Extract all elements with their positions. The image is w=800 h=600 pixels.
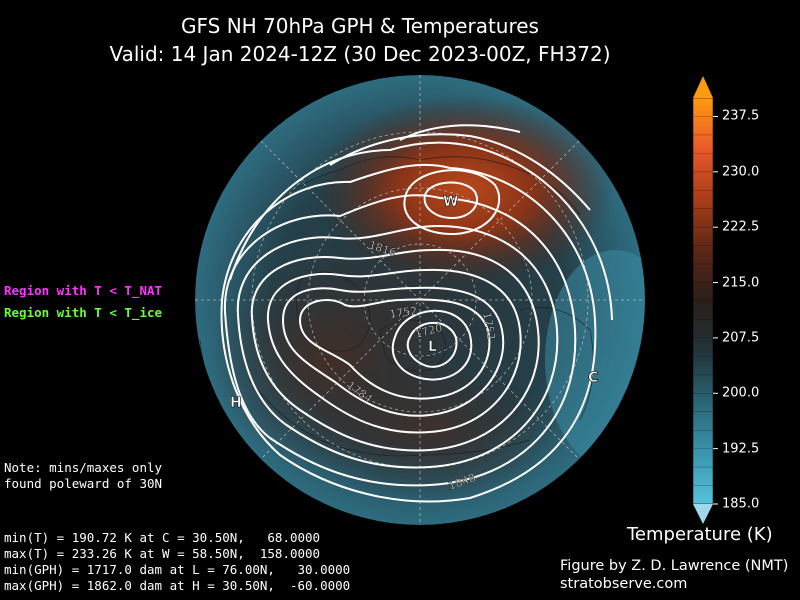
colorbar [692,76,718,524]
colorbar-tick-label: 222.5 [722,219,760,235]
colorbar-extend-max [693,76,713,98]
warm-region-south [300,360,560,500]
cold-region-east [545,250,645,470]
stat-min-gph: min(GPH) = 1717.0 dam at L = 76.00N, 30.… [4,562,351,577]
note-line-2: found poleward of 30N [4,476,163,491]
note: Note: mins/maxes only found poleward of … [4,460,162,492]
marker-c: C [588,370,598,386]
credit-author: Figure by Z. D. Lawrence (NMT) [560,558,789,574]
stat-max-t: max(T) = 233.26 K at W = 58.50N, 158.000… [4,546,321,561]
colorbar-title: Temperature (K) [627,524,773,545]
w-contours [403,169,501,236]
colorbar-extend-min [693,504,713,524]
contour-label: 1752 [389,304,419,321]
stat-max-gph: max(GPH) = 1862.0 dam at H = 30.50N, -60… [4,578,351,593]
marker-w: W [443,194,458,210]
credit-site: stratobserve.com [560,576,688,592]
colorbar-tick-label: 237.5 [722,108,760,124]
contour-label: 1752 [480,311,498,341]
colorbar-tick-label: 230.0 [722,164,760,180]
colorbar-tick-label: 215.0 [722,275,760,291]
colorbar-tick-label: 207.5 [722,330,760,346]
stat-min-t: min(T) = 190.72 K at C = 30.50N, 68.0000 [4,530,321,545]
legend-ice-label: Region with T < T_ice [4,305,163,320]
marker-h: H [230,395,242,411]
colorbar-tick-label: 185.0 [722,496,760,512]
stats-block: min(T) = 190.72 K at C = 30.50N, 68.0000… [4,530,350,594]
marker-l: L [428,339,437,355]
title-line-1: GFS NH 70hPa GPH & Temperatures [181,14,539,38]
title-line-2: Valid: 14 Jan 2024-12Z (30 Dec 2023-00Z,… [109,42,611,66]
marker-group: W L H C [230,194,599,412]
warm-region-asia [315,95,615,285]
note-line-1: Note: mins/maxes only [4,460,163,475]
colorbar-tick-label: 192.5 [722,441,760,457]
legend-nat-label: Region with T < T_NAT [4,283,163,298]
colorbar-tick-label: 200.0 [722,385,760,401]
gph-contours [220,124,613,503]
